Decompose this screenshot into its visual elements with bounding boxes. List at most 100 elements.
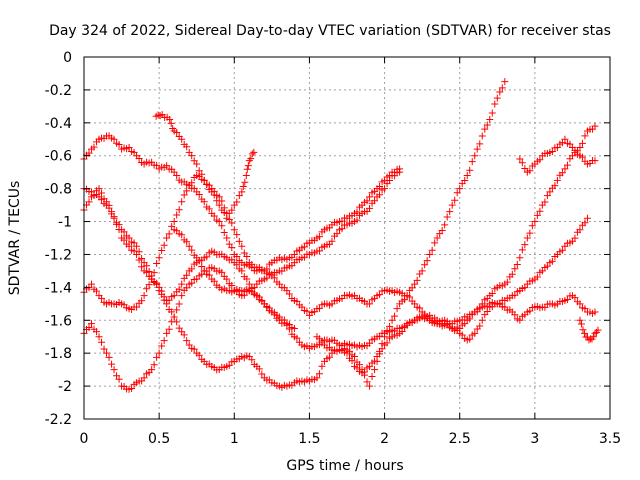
data-point — [233, 198, 241, 206]
data-point — [125, 234, 133, 242]
data-point — [115, 141, 123, 149]
data-point — [533, 211, 541, 219]
data-point — [103, 349, 111, 357]
data-point — [198, 170, 206, 178]
data-point — [491, 100, 499, 108]
data-point — [120, 236, 128, 244]
data-point — [518, 246, 526, 254]
data-point — [88, 280, 96, 288]
data-point — [376, 291, 384, 299]
data-point — [561, 135, 569, 143]
data-point — [215, 218, 223, 226]
data-point — [483, 121, 491, 129]
data-point — [220, 209, 228, 217]
data-point — [526, 229, 534, 237]
data-point — [423, 257, 431, 265]
data-point — [245, 280, 253, 288]
data-point — [516, 316, 524, 324]
chart-title: Day 324 of 2022, Sidereal Day-to-day VTE… — [49, 23, 611, 39]
data-point — [193, 160, 201, 168]
data-point — [383, 339, 391, 347]
data-point — [138, 263, 146, 271]
data-point — [366, 204, 374, 212]
data-point — [210, 277, 218, 285]
data-point — [205, 271, 213, 279]
data-point — [318, 362, 326, 370]
data-point — [578, 153, 586, 161]
data-point — [258, 370, 266, 378]
x-tick-label: 2.5 — [449, 431, 471, 447]
data-point — [143, 285, 151, 293]
data-point — [543, 192, 551, 200]
data-point — [225, 240, 233, 248]
data-point — [333, 230, 341, 238]
data-point — [155, 349, 163, 357]
data-point — [293, 334, 301, 342]
data-point — [408, 284, 416, 292]
data-point — [113, 372, 121, 380]
data-point — [167, 119, 175, 127]
data-point — [290, 325, 298, 332]
data-point — [218, 268, 226, 276]
y-axis-label: SDTVAR / TECUs — [7, 181, 23, 296]
data-point — [190, 184, 198, 192]
data-point — [471, 152, 479, 160]
data-point — [238, 242, 246, 250]
data-point — [583, 333, 591, 341]
data-point — [381, 185, 389, 193]
data-point — [577, 320, 585, 328]
data-point — [203, 253, 211, 261]
data-point — [303, 307, 311, 315]
data-point — [546, 188, 554, 196]
data-point — [583, 214, 591, 222]
data-point — [183, 187, 191, 195]
data-point — [461, 177, 469, 185]
y-tick-label: -1 — [58, 215, 72, 231]
data-point — [363, 197, 371, 205]
data-point — [243, 275, 251, 283]
data-point — [578, 139, 586, 147]
y-tick-label: -0.4 — [45, 116, 72, 132]
data-point — [133, 242, 141, 250]
data-point — [160, 241, 168, 249]
data-point — [594, 326, 602, 334]
data-point — [163, 329, 171, 337]
y-tick-label: -1.4 — [45, 280, 72, 296]
data-point — [165, 230, 173, 238]
data-point — [223, 234, 231, 242]
data-point — [233, 253, 241, 261]
data-point — [516, 254, 524, 262]
data-point — [263, 303, 271, 311]
data-point — [536, 156, 544, 164]
data-point — [591, 308, 599, 316]
data-point — [133, 250, 141, 258]
data-point — [488, 109, 496, 117]
data-point — [548, 147, 556, 155]
x-tick-label: 3.5 — [599, 431, 621, 447]
data-point — [363, 378, 371, 386]
data-point — [406, 293, 414, 301]
data-point — [533, 273, 541, 281]
data-point — [353, 208, 361, 216]
data-point — [371, 197, 379, 205]
data-point — [368, 373, 376, 381]
data-point — [210, 212, 218, 220]
grid-lines — [84, 57, 610, 419]
data-point — [561, 165, 569, 173]
y-tick-label: -0.8 — [45, 182, 72, 198]
series-arc-7 — [170, 226, 298, 332]
y-tick-label: -0.6 — [45, 149, 72, 165]
data-point — [103, 198, 111, 206]
data-point — [396, 168, 404, 176]
y-tick-label: -1.2 — [45, 247, 72, 263]
data-point — [203, 180, 211, 188]
x-tick-label: 0.5 — [148, 431, 170, 447]
data-point — [153, 260, 161, 268]
data-point — [215, 193, 223, 201]
data-point — [213, 197, 221, 205]
data-point — [168, 318, 176, 326]
y-tick-label: 0 — [63, 50, 72, 66]
data-point — [328, 237, 336, 245]
data-point — [115, 226, 123, 234]
data-point — [228, 281, 236, 289]
